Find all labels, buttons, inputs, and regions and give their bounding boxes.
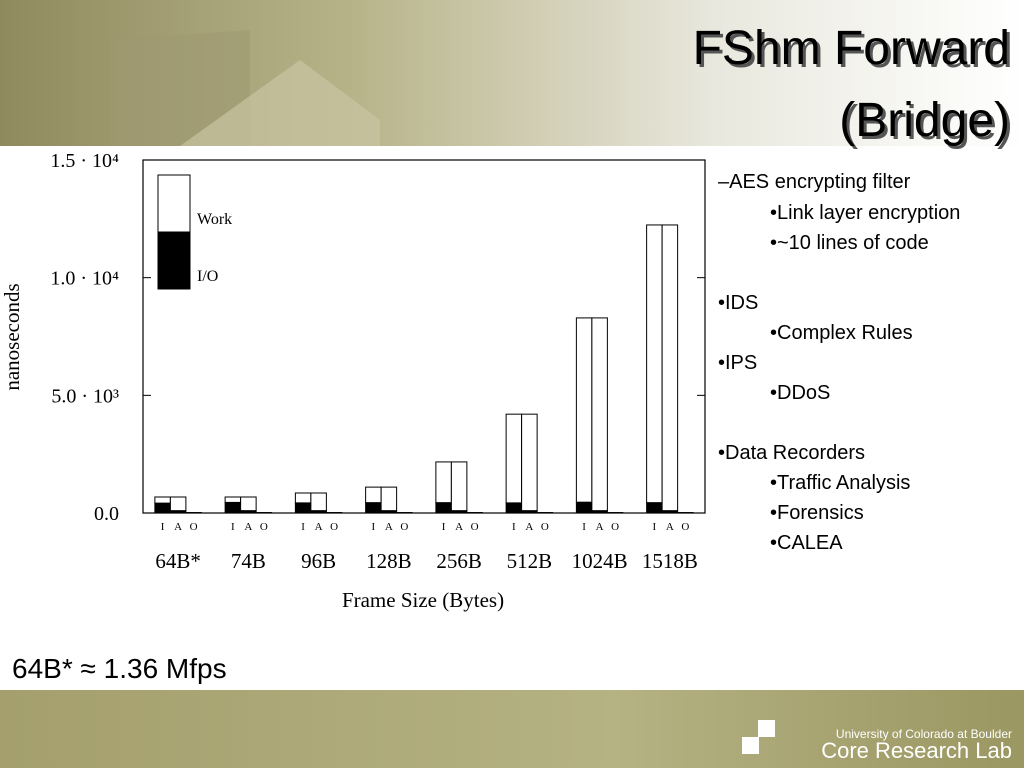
title-shadow: FShm Forward xyxy=(696,25,1013,78)
bullet: •DDoS xyxy=(770,382,830,404)
bullet: •IDS xyxy=(718,292,758,314)
bar-segment xyxy=(591,317,608,512)
logo-square xyxy=(742,737,759,754)
bullet: •IPS xyxy=(718,352,757,374)
bar-segment xyxy=(294,502,312,514)
bar-segment xyxy=(646,502,663,514)
bullet: •Link layer encryption xyxy=(770,202,960,224)
bar-segment xyxy=(661,224,679,512)
x-tick-label: 1518B xyxy=(642,549,698,573)
sub-label: I xyxy=(442,521,446,533)
bar-segment xyxy=(380,486,398,512)
sub-label: O xyxy=(400,521,408,533)
sub-label: A xyxy=(244,521,252,533)
x-tick-label: 512B xyxy=(507,549,553,573)
y-tick-label: 1.5 · 10⁴ xyxy=(50,150,119,172)
y-tick-label: 1.0 · 10⁴ xyxy=(50,268,119,290)
bar-segment xyxy=(435,502,452,514)
sub-label: O xyxy=(681,521,689,533)
legend-label: I/O xyxy=(197,268,218,285)
sub-label: A xyxy=(666,521,674,533)
bullet: •Complex Rules xyxy=(770,322,913,344)
bar-segment xyxy=(224,501,242,514)
bullet: •Traffic Analysis xyxy=(770,472,910,494)
bar-segment xyxy=(505,413,523,504)
sub-label: I xyxy=(582,521,586,533)
x-tick-label: 64B* xyxy=(155,549,201,573)
bar-segment xyxy=(450,461,468,512)
bar-segment xyxy=(169,496,187,512)
title: FShm Forward xyxy=(693,22,1010,75)
sub-label: I xyxy=(231,521,235,533)
bar-segment xyxy=(154,502,171,514)
y-tick-label: 0.0 xyxy=(94,503,119,525)
sub-label: O xyxy=(541,521,549,533)
bar-segment xyxy=(365,502,382,514)
sub-label: A xyxy=(174,521,182,533)
x-tick-label: 1024B xyxy=(572,549,628,573)
y-tick-label: 5.0 · 10³ xyxy=(51,385,119,407)
bar-segment xyxy=(310,492,327,512)
x-tick-label: 96B xyxy=(301,549,336,573)
logo-square xyxy=(758,720,775,737)
plot-frame xyxy=(142,159,706,514)
bar-segment xyxy=(294,492,312,504)
x-tick-label: 128B xyxy=(366,549,412,573)
footer-band xyxy=(0,690,1024,768)
bar-segment xyxy=(435,461,452,504)
sub-label: A xyxy=(315,521,323,533)
bar-segment xyxy=(365,486,382,504)
bar-segment xyxy=(646,224,663,504)
bar-segment xyxy=(154,496,171,504)
bar-segment xyxy=(521,413,538,512)
x-tick-label: 256B xyxy=(436,549,482,573)
sub-label: A xyxy=(455,521,463,533)
sub-label: A xyxy=(596,521,604,533)
title: (Bridge) xyxy=(839,94,1010,147)
bar-segment xyxy=(240,496,257,512)
bullet: •CALEA xyxy=(770,532,843,554)
sub-label: I xyxy=(372,521,376,533)
sub-label: I xyxy=(301,521,305,533)
x-tick-label: 74B xyxy=(231,549,266,573)
sub-label: I xyxy=(161,521,165,533)
y-axis-label: nanoseconds xyxy=(0,283,24,390)
sub-label: O xyxy=(611,521,619,533)
sub-label: A xyxy=(385,521,393,533)
note: 64B* ≈ 1.36 Mfps xyxy=(12,653,227,684)
bullet: •Forensics xyxy=(770,502,864,524)
bullet: •Data Recorders xyxy=(718,442,865,464)
sub-label: O xyxy=(190,521,198,533)
bar-segment xyxy=(224,496,242,503)
sub-label: A xyxy=(525,521,533,533)
sub-label: I xyxy=(653,521,657,533)
legend-label: Work xyxy=(197,211,232,228)
legend-swatch xyxy=(157,174,191,233)
footer-lab: Core Research Lab xyxy=(821,738,1012,763)
bullet: –AES encrypting filter xyxy=(718,171,911,193)
bar-segment xyxy=(505,502,523,514)
bar-segment xyxy=(575,317,593,503)
sub-label: O xyxy=(330,521,338,533)
building xyxy=(180,60,380,146)
building xyxy=(110,30,250,146)
title-shadow: (Bridge) xyxy=(842,97,1013,150)
footer-org: University of Colorado at Boulder xyxy=(836,727,1012,741)
bar-segment xyxy=(575,501,593,514)
legend-swatch xyxy=(157,231,191,290)
sub-label: I xyxy=(512,521,516,533)
chart: 0.0 5.0 · 10³ 1.0 · 10⁴ 1.5 · 10⁴ nanosecond… xyxy=(0,150,706,612)
bullet: •~10 lines of code xyxy=(770,232,929,254)
sub-label: O xyxy=(471,521,479,533)
x-axis-label: Frame Size (Bytes) xyxy=(342,588,504,612)
sub-label: O xyxy=(260,521,268,533)
